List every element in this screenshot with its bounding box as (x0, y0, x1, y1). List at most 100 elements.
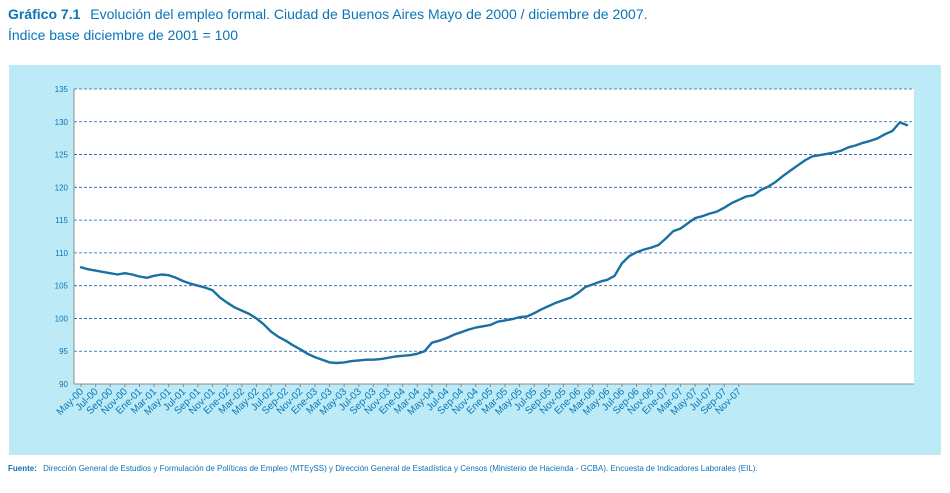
source-label: Fuente: (8, 464, 37, 473)
chart-number-label: Gráfico 7.1 (8, 6, 81, 22)
data-point (233, 306, 236, 308)
data-point (380, 358, 382, 360)
data-point (109, 272, 111, 274)
data-point (453, 334, 455, 336)
data-point (423, 350, 426, 352)
data-point (307, 353, 309, 355)
data-point (540, 308, 543, 310)
y-tick-label: 115 (55, 216, 68, 225)
data-point (241, 309, 243, 312)
data-point (285, 340, 287, 342)
data-point (226, 302, 228, 304)
data-point (709, 212, 711, 215)
data-point (884, 133, 886, 135)
data-point (570, 296, 572, 299)
data-point (562, 299, 565, 301)
data-point (847, 146, 850, 148)
y-tick-label: 105 (55, 282, 69, 291)
data-point (752, 194, 755, 196)
data-point (350, 360, 353, 362)
data-point (774, 181, 777, 183)
data-point (175, 277, 177, 279)
y-tick-label: 110 (55, 249, 68, 258)
data-point (635, 251, 638, 253)
data-point (219, 296, 221, 299)
data-point (445, 337, 448, 339)
data-point (190, 283, 192, 285)
data-point (497, 321, 499, 323)
data-point (116, 273, 119, 276)
y-tick-label: 125 (55, 151, 69, 160)
data-point (489, 324, 491, 326)
data-point (804, 159, 806, 162)
data-point (255, 317, 258, 320)
data-point (855, 144, 857, 146)
data-point (204, 287, 206, 289)
data-point (614, 275, 616, 277)
y-tick-label: 130 (55, 118, 69, 127)
data-point (277, 336, 279, 338)
chart-title: Gráfico 7.1 Evolución del empleo formal.… (8, 6, 648, 22)
data-point (431, 342, 433, 344)
data-point (211, 289, 214, 291)
data-point (796, 165, 798, 167)
data-point (511, 318, 513, 320)
data-point (650, 247, 652, 249)
data-point (584, 286, 586, 288)
data-point (760, 189, 762, 191)
data-point (657, 244, 660, 246)
data-point (95, 269, 97, 272)
data-point (840, 150, 842, 152)
data-point (504, 319, 506, 322)
data-point (906, 124, 908, 126)
source-text: Dirección General de Estudios y Formulac… (43, 464, 758, 473)
data-point (299, 348, 301, 350)
data-point (701, 215, 703, 217)
data-point (416, 353, 418, 355)
data-point (869, 140, 872, 142)
data-point (168, 274, 170, 276)
data-point (321, 359, 323, 361)
data-point (402, 355, 404, 357)
data-point (138, 275, 141, 278)
series-line (79, 121, 909, 365)
chart-subtitle: Índice base diciembre de 2001 = 100 (8, 27, 238, 43)
data-point (599, 281, 601, 283)
data-point (146, 277, 148, 279)
data-point (833, 151, 835, 154)
data-point (131, 273, 133, 276)
data-point (723, 207, 725, 209)
data-point (160, 273, 163, 276)
data-point (818, 154, 820, 156)
data-point (862, 142, 864, 144)
data-point (592, 283, 594, 285)
data-point (730, 202, 733, 204)
source-note: Fuente: Dirección General de Estudios y … (8, 463, 768, 474)
y-tick-label: 135 (55, 85, 69, 94)
data-point (877, 137, 879, 139)
data-point (475, 327, 477, 329)
data-point (460, 331, 462, 333)
data-point (336, 362, 338, 364)
data-point (314, 356, 316, 358)
chart-panel: 90 95 100 105 110 115 120 125 130 135 May-00 Jul-0… (9, 65, 941, 455)
data-point (891, 130, 893, 132)
data-point (343, 361, 345, 363)
data-point (782, 175, 784, 177)
data-point (482, 325, 484, 327)
data-point (811, 155, 813, 158)
data-point (372, 359, 374, 361)
data-point (102, 271, 104, 273)
data-point (548, 305, 550, 307)
data-point (292, 344, 294, 346)
data-point (621, 262, 623, 264)
data-point (606, 279, 608, 281)
data-point (153, 275, 155, 277)
data-point (899, 121, 901, 124)
data-point (518, 316, 521, 318)
data-point (555, 302, 557, 304)
data-point (197, 285, 199, 287)
y-tick-label: 100 (55, 314, 69, 323)
data-point (365, 359, 367, 361)
